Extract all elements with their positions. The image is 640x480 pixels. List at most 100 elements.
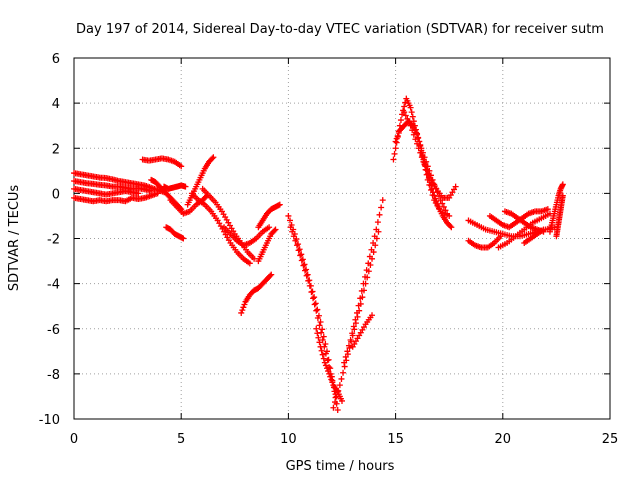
data-point — [266, 224, 273, 231]
data-point — [395, 130, 402, 137]
data-point — [409, 113, 416, 120]
data-point — [391, 150, 398, 157]
data-point — [317, 343, 324, 350]
data-point — [293, 242, 300, 249]
data-point — [540, 226, 547, 233]
data-point — [298, 251, 305, 258]
data-point — [320, 355, 327, 362]
data-point — [412, 136, 419, 143]
data-point — [424, 171, 431, 178]
data-point — [357, 295, 364, 302]
y-tick-label: -2 — [47, 233, 60, 248]
data-point — [322, 350, 329, 357]
data-point — [285, 212, 292, 219]
data-point — [299, 256, 306, 263]
data-point — [422, 163, 429, 170]
data-point — [394, 132, 401, 139]
data-point — [323, 365, 330, 372]
data-point — [544, 206, 551, 213]
data-point — [306, 282, 313, 289]
data-point — [354, 309, 361, 316]
data-point — [358, 287, 365, 294]
data-point — [390, 156, 397, 163]
data-point — [180, 235, 187, 242]
data-point — [272, 226, 279, 233]
data-point — [301, 261, 308, 268]
data-point — [341, 359, 348, 366]
data-point — [311, 294, 318, 301]
data-point — [366, 253, 373, 260]
data-point — [313, 325, 320, 332]
data-point — [246, 260, 253, 267]
y-tick-label: -8 — [47, 368, 60, 383]
data-point — [401, 109, 408, 116]
data-point — [325, 368, 332, 375]
data-point — [404, 115, 411, 122]
x-tick-labels: 0 5 10 15 20 25 — [70, 432, 618, 447]
data-point — [440, 203, 447, 210]
data-point — [295, 241, 302, 248]
y-tick-label: -4 — [47, 278, 60, 293]
data-point — [327, 373, 334, 380]
data-point — [345, 342, 352, 349]
data-point — [335, 387, 342, 394]
data-point — [447, 223, 454, 230]
y-tick-label: 4 — [52, 97, 60, 112]
data-point — [401, 103, 408, 110]
data-point — [210, 154, 217, 161]
data-point — [408, 109, 415, 116]
data-points — [71, 95, 566, 413]
y-axis-label: SDTVAR / TECUs — [7, 185, 22, 292]
data-point — [268, 271, 275, 278]
data-point — [339, 397, 345, 404]
axis-ticks — [73, 57, 611, 420]
data-point — [371, 233, 378, 240]
data-point — [317, 318, 324, 325]
data-point — [303, 266, 310, 273]
data-point — [326, 370, 333, 377]
x-tick-label: 10 — [280, 432, 297, 447]
data-point — [304, 271, 311, 278]
data-point — [420, 156, 427, 163]
data-point — [336, 382, 343, 389]
data-point — [321, 359, 328, 366]
data-point — [322, 340, 329, 347]
y-tick-label: -6 — [47, 323, 60, 338]
data-point — [421, 159, 428, 166]
data-point — [355, 302, 362, 309]
data-point — [290, 233, 297, 240]
data-point — [318, 347, 325, 354]
data-point — [406, 119, 412, 126]
data-point — [559, 192, 566, 199]
data-point — [419, 153, 426, 160]
data-point — [302, 267, 309, 274]
data-point — [178, 163, 185, 170]
data-point — [320, 333, 327, 340]
data-point — [393, 135, 400, 142]
data-point — [363, 267, 370, 274]
data-point — [429, 185, 436, 192]
data-point — [347, 337, 354, 344]
data-point — [267, 272, 274, 279]
data-point — [362, 273, 369, 280]
x-axis-label: GPS time / hours — [286, 459, 395, 474]
data-point — [365, 260, 372, 267]
data-point — [154, 190, 161, 197]
data-point — [407, 104, 414, 111]
data-point — [409, 127, 416, 134]
data-point — [444, 210, 451, 217]
data-point — [316, 322, 323, 329]
data-point — [369, 312, 376, 319]
x-tick-label: 25 — [602, 432, 619, 447]
data-point — [352, 316, 359, 323]
data-point — [300, 262, 307, 269]
data-point — [314, 315, 321, 322]
data-point — [305, 277, 312, 284]
data-point — [271, 227, 278, 234]
data-point — [135, 190, 142, 197]
data-point — [418, 149, 425, 156]
data-point — [308, 289, 315, 296]
data-point — [316, 339, 323, 346]
data-point — [368, 246, 375, 253]
